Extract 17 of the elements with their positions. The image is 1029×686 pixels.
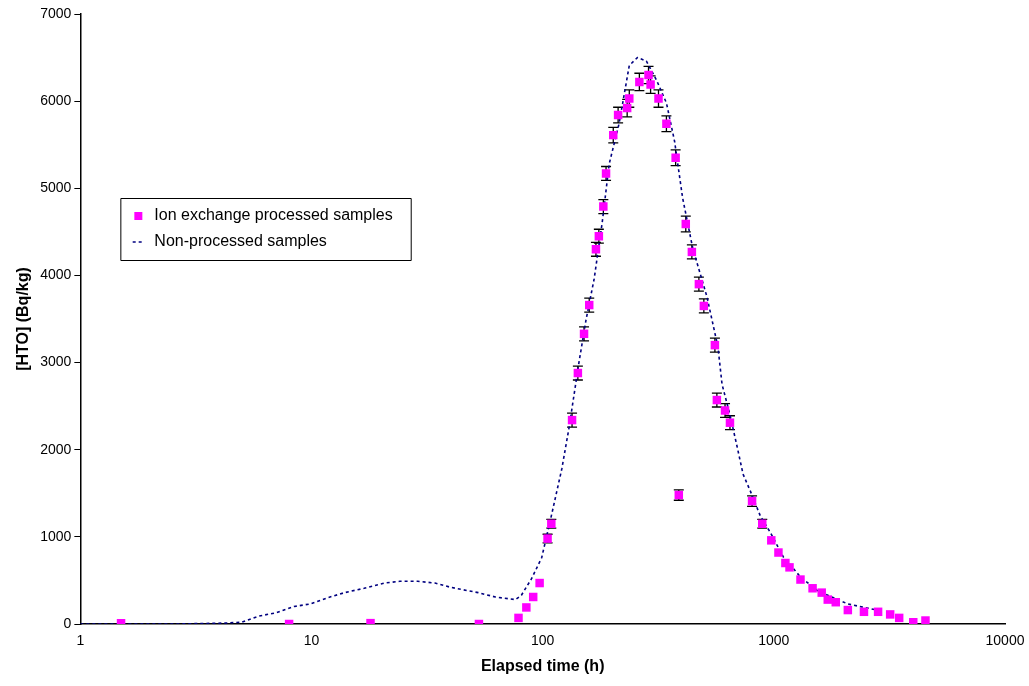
x-tick-label: 10 bbox=[303, 632, 320, 649]
y-axis-title: [HTO] (Bq/kg) bbox=[14, 267, 32, 371]
x-tick-label: 1 bbox=[76, 632, 85, 649]
y-tick-label: 3000 bbox=[40, 353, 72, 370]
x-tick-label: 100 bbox=[530, 632, 555, 649]
y-tick-label: 4000 bbox=[40, 266, 72, 283]
legend-label: Ion exchange processed samples bbox=[154, 206, 393, 224]
y-tick-label: 0 bbox=[63, 614, 72, 631]
y-tick-label: 7000 bbox=[40, 4, 72, 21]
y-tick-label: 5000 bbox=[40, 179, 72, 196]
x-axis-title: Elapsed time (h) bbox=[480, 656, 605, 674]
y-tick-label: 6000 bbox=[40, 92, 72, 108]
x-tick-label: 1000 bbox=[758, 632, 790, 649]
y-tick-label: 2000 bbox=[40, 440, 72, 457]
legend-label: Non-processed samples bbox=[154, 232, 327, 250]
x-tick-label: 10000 bbox=[985, 632, 1025, 649]
y-tick-label: 1000 bbox=[40, 527, 72, 544]
